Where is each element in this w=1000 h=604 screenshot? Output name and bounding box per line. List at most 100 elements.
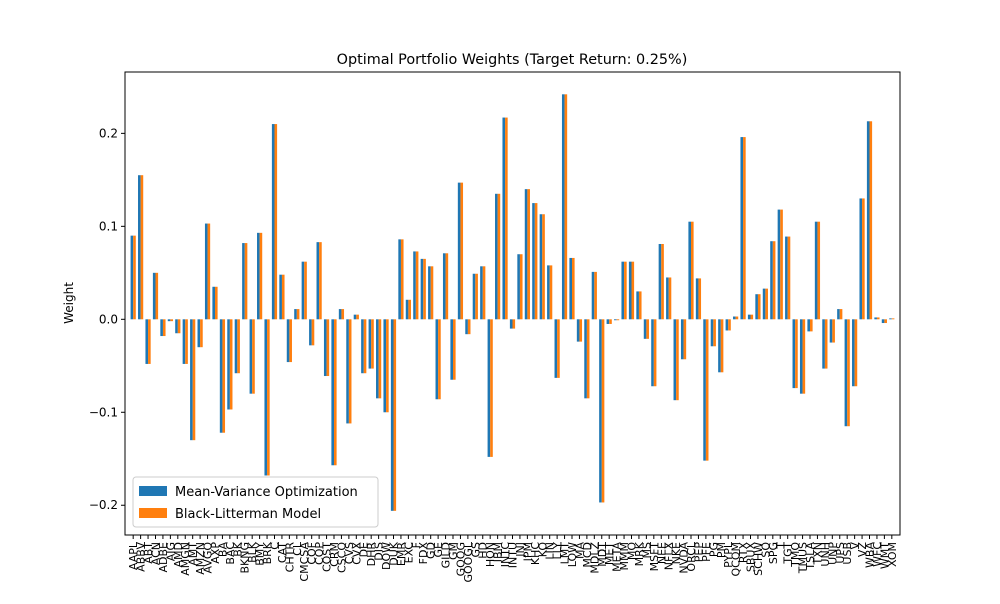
bar xyxy=(777,209,781,320)
bar xyxy=(460,182,464,320)
x-tick-label: CRM xyxy=(328,542,341,567)
x-tick-label: BA xyxy=(216,542,229,558)
x-tick-label: TXN xyxy=(811,542,824,565)
bar xyxy=(710,319,714,347)
x-tick-label: NKE xyxy=(670,542,683,564)
bar xyxy=(532,203,535,320)
bar xyxy=(594,271,597,320)
bar xyxy=(435,319,439,400)
bar xyxy=(829,319,833,343)
bar xyxy=(420,258,424,320)
bar xyxy=(852,319,855,387)
bar xyxy=(839,309,843,320)
bar xyxy=(326,319,330,377)
bar xyxy=(356,314,359,320)
bar xyxy=(383,319,387,413)
bar xyxy=(242,243,245,320)
x-tick-label: HD xyxy=(477,542,490,559)
x-tick-label: GD xyxy=(425,542,438,559)
x-tick-label: EMR xyxy=(395,542,408,566)
bar xyxy=(182,319,186,364)
bar xyxy=(480,266,483,320)
bar xyxy=(728,319,731,331)
x-tick-label: USB xyxy=(841,542,854,565)
bar xyxy=(274,124,278,320)
bar xyxy=(289,319,292,363)
x-tick-label: VZ xyxy=(856,542,869,558)
x-tick-label: DE xyxy=(358,542,371,557)
x-tick-label: ADBE xyxy=(157,542,170,573)
x-tick-label: WMT xyxy=(878,542,891,569)
bar xyxy=(614,319,617,321)
x-tick-label: INTU xyxy=(507,542,520,568)
bar xyxy=(859,198,863,320)
bar xyxy=(524,189,528,320)
bar xyxy=(177,319,181,334)
bar xyxy=(881,319,885,324)
bar xyxy=(316,242,320,320)
x-tick-label: PM xyxy=(715,542,728,558)
x-tick-label: ACN xyxy=(149,542,162,565)
x-tick-label: PYPL xyxy=(722,541,735,568)
bar xyxy=(140,175,144,320)
x-tick-label: ORCL xyxy=(685,541,698,571)
bar xyxy=(814,221,818,320)
bar xyxy=(643,319,647,339)
bar xyxy=(616,319,620,321)
bar xyxy=(348,319,352,424)
x-tick-label: SO xyxy=(759,542,772,558)
bar xyxy=(160,319,163,337)
x-tick-label: CMCSA xyxy=(298,542,311,582)
bar xyxy=(837,309,840,320)
x-tick-label: PEP xyxy=(692,542,705,563)
x-tick-label: GM xyxy=(447,542,460,560)
bar xyxy=(713,319,716,347)
bar xyxy=(680,319,684,360)
bar xyxy=(799,319,803,394)
x-tick-label: COF xyxy=(306,542,319,565)
bar xyxy=(472,273,476,320)
y-axis-label: Weight xyxy=(62,282,76,324)
bar xyxy=(636,291,639,320)
x-tick-label: FDX xyxy=(417,542,430,565)
chart-title: Optimal Portfolio Weights (Target Return… xyxy=(337,52,688,68)
bar xyxy=(331,319,334,466)
x-tick-label: CAT xyxy=(276,542,289,563)
x-tick-label: GOOG xyxy=(454,542,467,576)
bar xyxy=(539,214,543,320)
bar xyxy=(279,274,282,320)
bar xyxy=(780,209,783,320)
bar xyxy=(866,121,870,320)
x-tick-label: LMT xyxy=(559,542,572,565)
x-tick-label: EXC xyxy=(402,542,415,564)
bar xyxy=(190,319,193,441)
bar xyxy=(889,318,892,320)
bar xyxy=(874,317,877,320)
bar xyxy=(311,319,315,346)
x-tick-label: SBUX xyxy=(745,542,758,573)
x-tick-label: MDT xyxy=(596,542,609,567)
bar xyxy=(762,288,766,320)
x-tick-label: SCHW xyxy=(752,542,765,576)
bar xyxy=(133,235,136,320)
x-tick-label: META xyxy=(611,542,624,572)
x-tick-label: MCD xyxy=(581,542,594,568)
bar xyxy=(844,319,848,427)
bar xyxy=(353,314,357,320)
bar xyxy=(673,319,677,401)
bar xyxy=(512,319,516,329)
bar xyxy=(725,319,729,331)
x-tick-label: GE xyxy=(432,542,445,558)
bar xyxy=(438,319,441,400)
x-tick-label: MA xyxy=(573,542,586,559)
x-tick-label: MMM xyxy=(618,542,631,570)
x-tick-label: NFLX xyxy=(663,542,676,571)
bar xyxy=(442,253,446,320)
bar xyxy=(457,182,461,320)
bar xyxy=(869,121,873,320)
x-tick-label: AVGO xyxy=(202,542,215,574)
bar xyxy=(802,319,806,394)
x-tick-label: HON xyxy=(484,542,497,567)
bar xyxy=(743,137,746,320)
